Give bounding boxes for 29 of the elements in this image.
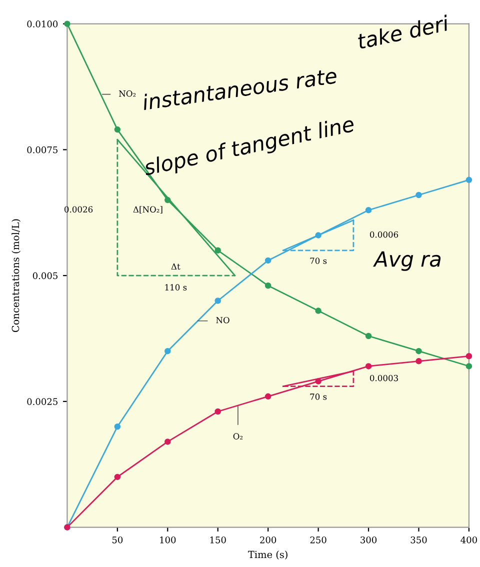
annotation: 0.0026 [64,206,93,213]
y-tick-label: 0.0100 [27,20,58,28]
x-tick-label: 250 [310,536,326,544]
x-tick-label: 400 [460,536,477,544]
annotation: 70 s [310,258,327,264]
x-tick-label: 200 [260,536,276,544]
annotation: slope of tangent line [142,115,356,180]
annotation: NO [216,316,230,324]
x-tick-label: 150 [210,536,226,544]
y-axis-title: Concentrations (mol/L) [12,219,21,332]
annotation: Δ[NO₂] [133,206,162,214]
annotation: 110 s [165,284,187,290]
x-tick-label: 100 [160,536,176,544]
annotation: Δt [171,263,180,270]
annotation: O₂ [233,433,243,440]
x-tick-label: 350 [410,536,427,544]
x-axis-title: Time (s) [248,550,288,560]
x-tick-label: 50 [112,536,123,544]
y-tick-label: 0.005 [32,272,58,280]
annotation: instantaneous rate [142,67,338,110]
annotation: take deri [357,14,450,50]
annotation: NO₂ [119,90,136,97]
annotation: 0.0006 [370,231,398,238]
y-tick-label: 0.0025 [27,398,58,405]
annotation: Avg ra [373,251,441,271]
annotation: 0.0003 [370,374,398,382]
x-tick-label: 300 [360,536,377,544]
annotation: 70 s [310,394,327,400]
y-tick-label: 0.0075 [27,146,58,154]
